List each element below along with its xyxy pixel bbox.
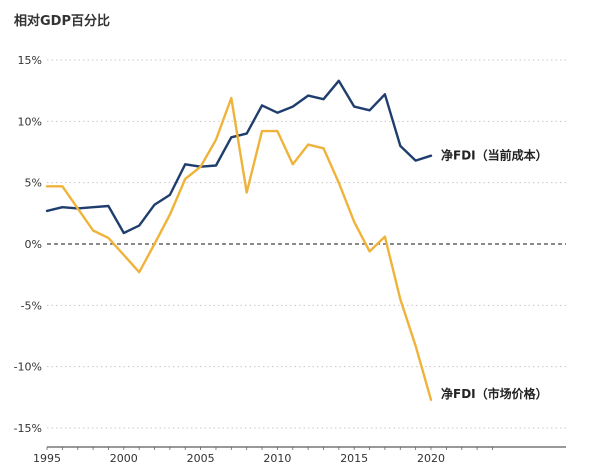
series-label-market-price: 净FDI（市场价格） [441,386,548,401]
x-tick-label: 1995 [33,452,61,465]
y-tick-label: -5% [21,299,42,312]
y-tick-label: 5% [25,177,42,190]
x-tick-label: 2015 [340,452,368,465]
x-tick-label: 2005 [187,452,215,465]
series-label-current-cost: 净FDI（当前成本） [441,148,548,163]
y-tick-label: 10% [18,115,42,128]
x-tick-label: 2010 [263,452,291,465]
y-tick-label: 15% [18,54,42,67]
x-tick-label: 2000 [110,452,138,465]
series-line-current-cost [45,79,433,235]
y-tick-label: -10% [14,361,42,374]
series-line-market-price [45,96,433,401]
y-tick-label: 0% [25,238,42,251]
y-tick-label: -15% [14,422,42,435]
y-axis-title: 相对GDP百分比 [14,14,110,29]
x-tick-label: 2020 [417,452,445,465]
